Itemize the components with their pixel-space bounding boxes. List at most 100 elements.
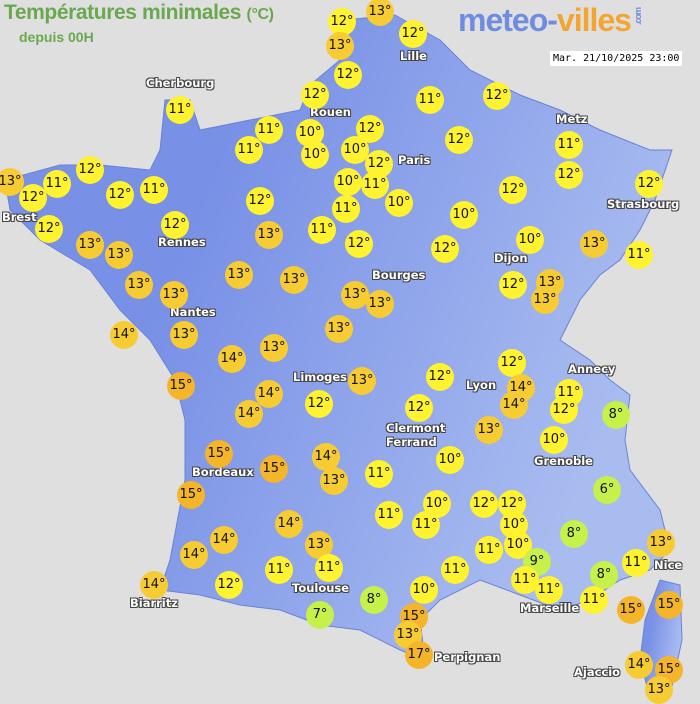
temperature-marker[interactable]: 11° bbox=[308, 216, 336, 244]
temperature-marker[interactable]: 12° bbox=[555, 161, 583, 189]
temperature-marker[interactable]: 14° bbox=[500, 391, 528, 419]
temperature-marker[interactable]: 7° bbox=[306, 601, 334, 629]
temperature-marker[interactable]: 11° bbox=[43, 170, 71, 198]
temperature-marker[interactable]: 11° bbox=[625, 241, 653, 269]
temperature-marker[interactable]: 12° bbox=[550, 396, 578, 424]
temperature-marker[interactable]: 12° bbox=[328, 8, 356, 36]
temperature-marker[interactable]: 14° bbox=[180, 541, 208, 569]
temperature-marker[interactable]: 10° bbox=[436, 446, 464, 474]
temperature-marker[interactable]: 11° bbox=[441, 556, 469, 584]
temperature-marker[interactable]: 12° bbox=[470, 490, 498, 518]
temperature-marker[interactable]: 10° bbox=[504, 531, 532, 559]
meteo-villes-logo[interactable]: meteo-villes .com bbox=[458, 2, 643, 39]
temperature-marker[interactable]: 11° bbox=[535, 576, 563, 604]
temperature-marker[interactable]: 13° bbox=[76, 231, 104, 259]
temperature-marker[interactable]: 13° bbox=[125, 271, 153, 299]
temperature-marker[interactable]: 15° bbox=[177, 481, 205, 509]
temperature-marker[interactable]: 10° bbox=[341, 136, 369, 164]
temperature-marker[interactable]: 15° bbox=[655, 591, 683, 619]
temperature-marker[interactable]: 12° bbox=[431, 235, 459, 263]
temperature-marker[interactable]: 11° bbox=[332, 195, 360, 223]
temperature-marker[interactable]: 12° bbox=[635, 170, 663, 198]
temperature-marker[interactable]: 13° bbox=[645, 676, 673, 704]
temperature-marker[interactable]: 13° bbox=[0, 168, 24, 196]
temperature-marker[interactable]: 11° bbox=[416, 86, 444, 114]
temperature-marker[interactable]: 8° bbox=[360, 586, 388, 614]
temperature-marker[interactable]: 12° bbox=[161, 211, 189, 239]
temperature-marker[interactable]: 14° bbox=[625, 651, 653, 679]
temperature-marker[interactable]: 12° bbox=[301, 81, 329, 109]
temperature-marker[interactable]: 12° bbox=[483, 82, 511, 110]
temperature-marker[interactable]: 15° bbox=[260, 455, 288, 483]
temperature-marker[interactable]: 11° bbox=[365, 460, 393, 488]
temperature-marker[interactable]: 13° bbox=[531, 286, 559, 314]
temperature-marker[interactable]: 11° bbox=[315, 554, 343, 582]
temperature-marker[interactable]: 12° bbox=[399, 20, 427, 48]
temperature-marker[interactable]: 10° bbox=[516, 226, 544, 254]
temperature-marker[interactable]: 13° bbox=[580, 230, 608, 258]
temperature-marker[interactable]: 13° bbox=[225, 261, 253, 289]
temperature-marker[interactable]: 12° bbox=[499, 271, 527, 299]
temperature-marker[interactable]: 10° bbox=[301, 141, 329, 169]
temperature-marker[interactable]: 12° bbox=[445, 126, 473, 154]
temperature-marker[interactable]: 12° bbox=[345, 230, 373, 258]
temperature-marker[interactable]: 12° bbox=[426, 363, 454, 391]
temperature-marker[interactable]: 10° bbox=[410, 576, 438, 604]
temperature-marker[interactable]: 12° bbox=[246, 187, 274, 215]
temperature-marker[interactable]: 11° bbox=[511, 566, 539, 594]
temperature-marker[interactable]: 13° bbox=[325, 315, 353, 343]
temperature-marker[interactable]: 12° bbox=[106, 181, 134, 209]
temperature-marker[interactable]: 12° bbox=[19, 184, 47, 212]
temperature-marker[interactable]: 15° bbox=[617, 596, 645, 624]
temperature-marker[interactable]: 11° bbox=[375, 501, 403, 529]
temperature-marker[interactable]: 13° bbox=[326, 32, 354, 60]
temperature-marker[interactable]: 13° bbox=[280, 266, 308, 294]
temperature-marker[interactable]: 13° bbox=[170, 321, 198, 349]
temperature-marker[interactable]: 8° bbox=[590, 561, 618, 589]
temperature-marker[interactable]: 14° bbox=[210, 526, 238, 554]
temperature-marker[interactable]: 12° bbox=[35, 215, 63, 243]
temperature-marker[interactable]: 12° bbox=[405, 394, 433, 422]
temperature-marker[interactable]: 15° bbox=[205, 440, 233, 468]
temperature-marker[interactable]: 6° bbox=[593, 476, 621, 504]
temperature-marker[interactable]: 17° bbox=[405, 641, 433, 669]
temperature-marker[interactable]: 12° bbox=[305, 390, 333, 418]
temperature-marker[interactable]: 13° bbox=[647, 529, 675, 557]
temperature-marker[interactable]: 11° bbox=[235, 136, 263, 164]
temperature-marker[interactable]: 8° bbox=[560, 520, 588, 548]
temperature-marker[interactable]: 11° bbox=[140, 176, 168, 204]
temperature-marker[interactable]: 14° bbox=[275, 510, 303, 538]
temperature-marker[interactable]: 12° bbox=[334, 61, 362, 89]
temperature-marker[interactable]: 11° bbox=[265, 556, 293, 584]
temperature-marker[interactable]: 12° bbox=[215, 571, 243, 599]
temperature-marker[interactable]: 12° bbox=[498, 349, 526, 377]
temperature-marker[interactable]: 13° bbox=[320, 467, 348, 495]
temperature-marker[interactable]: 13° bbox=[260, 334, 288, 362]
temperature-marker[interactable]: 13° bbox=[255, 221, 283, 249]
temperature-marker[interactable]: 11° bbox=[361, 171, 389, 199]
temperature-marker[interactable]: 11° bbox=[622, 549, 650, 577]
temperature-marker[interactable]: 13° bbox=[160, 281, 188, 309]
temperature-marker[interactable]: 11° bbox=[412, 511, 440, 539]
temperature-marker[interactable]: 13° bbox=[341, 281, 369, 309]
temperature-marker[interactable]: 10° bbox=[540, 426, 568, 454]
temperature-marker[interactable]: 11° bbox=[555, 131, 583, 159]
temperature-marker[interactable]: 8° bbox=[602, 401, 630, 429]
temperature-marker[interactable]: 11° bbox=[475, 536, 503, 564]
temperature-marker[interactable]: 14° bbox=[218, 345, 246, 373]
temperature-marker[interactable]: 15° bbox=[167, 372, 195, 400]
temperature-marker[interactable]: 11° bbox=[255, 116, 283, 144]
temperature-marker[interactable]: 14° bbox=[140, 571, 168, 599]
temperature-marker[interactable]: 12° bbox=[76, 156, 104, 184]
temperature-marker[interactable]: 14° bbox=[312, 443, 340, 471]
temperature-marker[interactable]: 14° bbox=[255, 380, 283, 408]
temperature-marker[interactable]: 13° bbox=[366, 290, 394, 318]
temperature-marker[interactable]: 11° bbox=[166, 96, 194, 124]
temperature-marker[interactable]: 11° bbox=[580, 586, 608, 614]
temperature-marker[interactable]: 14° bbox=[110, 321, 138, 349]
temperature-marker[interactable]: 13° bbox=[105, 241, 133, 269]
temperature-marker[interactable]: 10° bbox=[450, 201, 478, 229]
temperature-marker[interactable]: 13° bbox=[348, 367, 376, 395]
temperature-marker[interactable]: 10° bbox=[334, 168, 362, 196]
temperature-marker[interactable]: 10° bbox=[385, 189, 413, 217]
